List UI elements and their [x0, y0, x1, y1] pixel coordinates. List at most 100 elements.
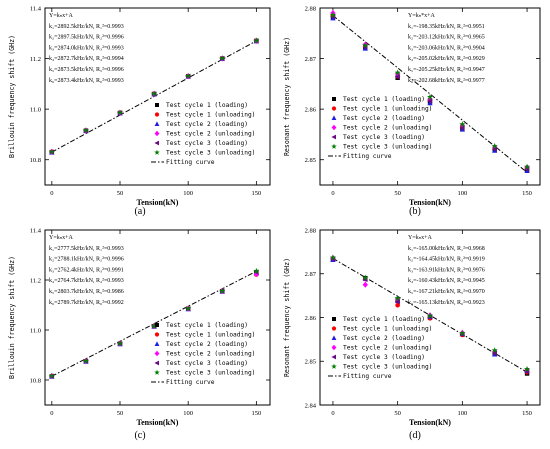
x-tick-label: 100 [183, 190, 193, 197]
data-point [491, 142, 498, 149]
x-tick-label: 100 [457, 190, 467, 197]
fit-annotation-line: k₁=-165.00kHz/kN, R₁²=0.9968 [408, 246, 485, 252]
y-tick-label: 11.0 [30, 106, 41, 113]
data-point [524, 365, 531, 372]
panel-label-1: (a) [134, 206, 145, 217]
plot-frame [319, 7, 541, 186]
data-point [427, 100, 433, 106]
y-tick-label: 2.85 [305, 359, 316, 366]
legend-marker [154, 341, 160, 346]
legend-entry: Test cycle 1 (unloading) [166, 332, 255, 339]
y-tick-label: 11.2 [30, 277, 41, 284]
data-point [394, 295, 401, 301]
x-tick-label: 50 [394, 410, 401, 417]
legend-entry: Test cycle 1 (loading) [343, 96, 425, 103]
data-point [491, 347, 498, 353]
fit-annotation-line: k₂=2897.5kHz/kN, R₂²=0.9996 [49, 35, 124, 41]
x-tick-label: 50 [117, 410, 124, 417]
data-point [151, 90, 158, 97]
fit-annotation-line: k₄=-160.43kHz/kN, R₄²=0.9945 [408, 278, 485, 284]
panel-label-4: (d) [409, 430, 421, 441]
x-tick-label: 50 [117, 190, 124, 197]
y-tick-label: 2.87 [305, 271, 317, 278]
legend-fit-label: Fitting curve [166, 379, 215, 386]
y-axis-label: Resonant frequency shift (GHz) [283, 37, 291, 156]
fit-annotation-line: k₃=-163.91kHz/kN, R₃²=0.9976 [408, 267, 485, 273]
legend-marker [154, 112, 160, 117]
y-tick-label: 11.2 [30, 56, 41, 63]
x-tick-label: 0 [50, 190, 53, 197]
y-tick-label: 2.85 [305, 157, 316, 164]
x-tick-label: 150 [251, 190, 261, 197]
plot-frame [44, 229, 271, 406]
legend-marker [331, 115, 337, 120]
legend-entry: Test cycle 3 (loading) [343, 134, 425, 141]
chart-panel-1: 0 50 100 150 10.8 11.0 11.2 11.4 Tension(kN) Bril… [8, 5, 271, 207]
legend-marker [331, 363, 337, 369]
y-tick-label: 2.88 [305, 5, 316, 12]
y-tick-label: 10.8 [30, 157, 41, 164]
data-point [253, 267, 260, 274]
fit-annotation-line: k₆=2789.7kHz/kN, R₆²=0.9992 [49, 300, 124, 306]
data-point [459, 125, 465, 131]
panel-label-2: (b) [409, 206, 421, 217]
y-axis-label: Brillouin frequency shift (GHz) [8, 256, 16, 379]
data-point [82, 357, 89, 364]
fit-annotation-line: Y=kₙ*x+A [408, 13, 435, 19]
fit-annotation-line: Y=kₙx+A [49, 235, 73, 241]
data-point [48, 148, 55, 155]
fit-annotation-line: k₃=2874.0kHz/kN, R₃²=0.9993 [49, 45, 124, 51]
y-tick-label: 2.86 [305, 106, 317, 113]
fit-annotation-line: k₂=-164.45kHz/kN, R₂²=0.9919 [408, 257, 485, 263]
legend-marker [154, 350, 160, 357]
legend-entry: Test cycle 3 (unloading) [343, 144, 432, 151]
x-axis-label: Tension(kN) [137, 418, 179, 427]
x-tick-label: 150 [522, 410, 532, 417]
data-point [426, 93, 434, 100]
data-point [219, 287, 226, 294]
chart-panel-4: 0 50 100 150 2.84 2.85 2.86 2.87 2.88 Tension(kN)… [283, 227, 541, 427]
legend-marker [154, 130, 160, 137]
data-point [219, 55, 226, 61]
fit-annotation-line: k₁=-198.35kHz/kN, R₁²=0.9951 [408, 24, 485, 30]
legend-marker [154, 121, 160, 126]
data-point [394, 299, 400, 305]
legend-marker [332, 97, 336, 101]
fit-annotation-line: k₆=-165.13kHz/kN, R₆²=0.9923 [408, 300, 485, 306]
x-tick-label: 150 [251, 410, 261, 417]
fit-annotation-line: k₄=-205.02kHz/kN, R₄²=0.9929 [408, 56, 485, 62]
legend-marker [331, 354, 336, 360]
legend-marker [155, 323, 159, 327]
fit-annotation-line: Y=kₙx+A [408, 235, 432, 241]
x-tick-label: 0 [331, 190, 334, 197]
legend-marker [331, 134, 336, 140]
legend-entry: Test cycle 2 (loading) [166, 121, 248, 128]
legend-marker [154, 149, 160, 155]
x-tick-label: 0 [331, 410, 334, 417]
legend-marker [332, 317, 336, 321]
legend-entry: Test cycle 2 (unloading) [343, 125, 432, 132]
legend-marker [331, 106, 337, 111]
legend-entry: Test cycle 2 (loading) [166, 341, 248, 348]
legend-marker [331, 124, 337, 131]
data-point [459, 330, 466, 336]
legend-marker [331, 143, 337, 149]
fit-annotation-line: k₃=2762.4kHz/kN, R₃²=0.9991 [49, 267, 124, 273]
data-point [394, 74, 400, 80]
data-point [362, 42, 369, 48]
panel-label-3: (c) [134, 430, 145, 441]
data-point [329, 11, 336, 18]
legend-entry: Test cycle 3 (loading) [166, 140, 248, 147]
series-6 [48, 267, 260, 379]
legend-entry: Test cycle 1 (unloading) [343, 106, 432, 113]
fit-annotation-line: k₁=2892.5kHz/kN, R₁²=0.9993 [49, 24, 124, 30]
x-axis-label: Tension(kN) [409, 198, 451, 207]
series-6 [329, 11, 531, 170]
fit-annotation-line: k₂=-203.12kHz/kN, R₂²=0.9965 [408, 35, 485, 41]
legend-marker [154, 140, 159, 146]
y-axis-label: Brillouin frequency shift (GHz) [8, 35, 16, 158]
data-point [185, 72, 192, 79]
data-point [329, 254, 336, 261]
fit-annotation-line: Y=kₙx+A [49, 13, 73, 19]
x-axis-label: Tension(kN) [409, 418, 451, 427]
